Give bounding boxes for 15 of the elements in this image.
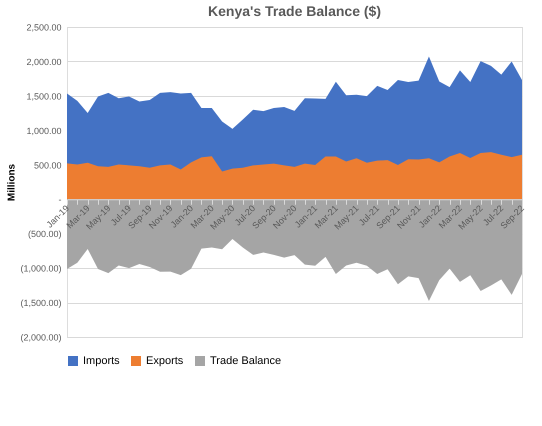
chart-title: Kenya's Trade Balance ($) [208, 3, 381, 19]
legend-label: Trade Balance [210, 355, 282, 367]
legend-label: Exports [146, 355, 184, 367]
y-tick-label: (1,000.00) [20, 264, 62, 274]
y-tick-label: 500.00 [34, 160, 62, 170]
y-tick-label: (1,500.00) [20, 298, 62, 308]
y-tick-label: (500.00) [28, 229, 62, 240]
y-axis-title: Millions [6, 163, 18, 202]
y-tick-label: (2,000.00) [20, 332, 62, 342]
y-tick-label: 2,500.00 [26, 22, 62, 32]
y-tick-label: 1,000.00 [26, 126, 62, 136]
y-tick-label: 1,500.00 [26, 91, 62, 102]
y-tick-label: - [58, 194, 62, 205]
y-tick-label: 2,000.00 [26, 56, 62, 67]
legend-label: Imports [83, 355, 120, 367]
